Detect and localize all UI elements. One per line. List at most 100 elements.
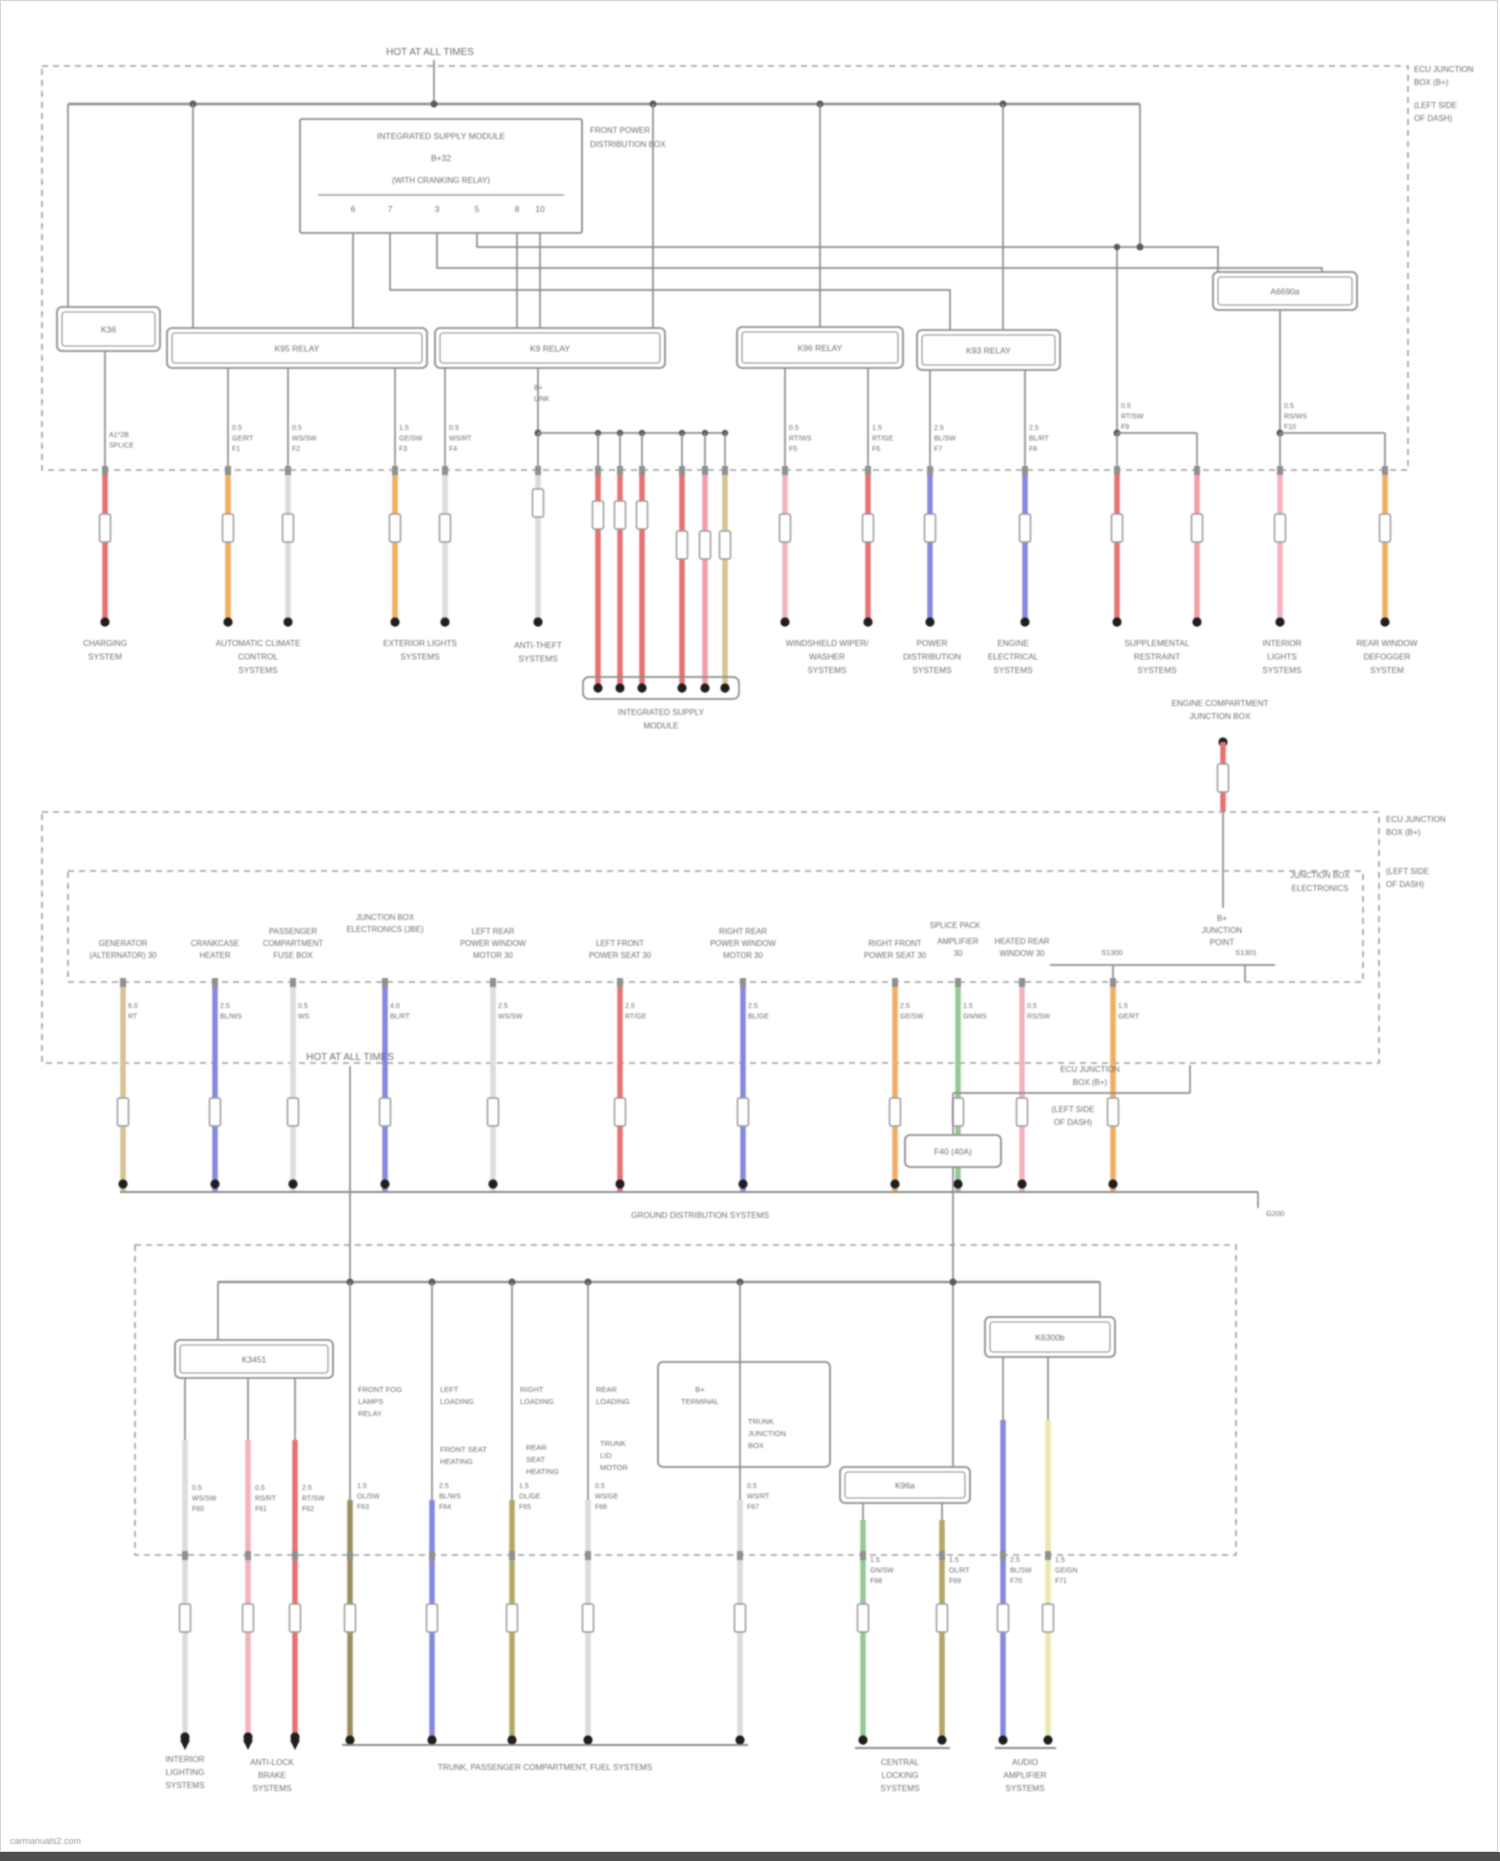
inline-connector <box>635 500 649 530</box>
ground-label: SYSTEMS <box>1137 666 1177 675</box>
ground-dot <box>283 617 293 627</box>
label: F69 <box>949 1578 961 1585</box>
inline-connector <box>996 1603 1010 1633</box>
inline-connector <box>613 1097 627 1127</box>
ground-label: AMPLIFIER <box>1003 1771 1046 1780</box>
pin-square <box>490 978 496 987</box>
label: OF DASH) <box>1386 880 1425 889</box>
inline-connector <box>675 530 689 560</box>
pin-square <box>860 1551 866 1560</box>
label: POWER SEAT 30 <box>864 951 927 960</box>
relay-box-f-inner <box>1217 276 1353 306</box>
label: 7 <box>388 204 393 214</box>
label: 2.5 <box>498 1003 508 1010</box>
label: RS/SW <box>1027 1014 1050 1021</box>
label: JUNCTION BOX <box>1290 871 1350 880</box>
relay-box-a <box>56 306 161 352</box>
ground-dot <box>440 617 450 627</box>
inline-connector <box>1041 1603 1055 1633</box>
ground-dot <box>858 1735 868 1745</box>
supply-module-busbar <box>582 676 740 700</box>
pin-square <box>509 1551 515 1560</box>
ground-dot <box>290 1732 300 1742</box>
relay-box-e-inner <box>921 334 1056 366</box>
junction-dot <box>1136 243 1144 251</box>
ground-dot <box>700 683 710 693</box>
label: RT/GE <box>625 1014 647 1021</box>
label: F7 <box>934 446 942 453</box>
label: 2.5 <box>220 1003 230 1010</box>
label: S1300 <box>1101 948 1123 957</box>
inline-connector <box>736 1097 750 1127</box>
label: WS/SW <box>498 1014 523 1021</box>
label: F4 <box>449 446 457 453</box>
label: 0.5 <box>449 425 459 432</box>
label: 10 <box>535 204 545 214</box>
ground-dot <box>1043 1735 1053 1745</box>
inline-connector <box>343 1603 357 1633</box>
inline-connector <box>1015 1097 1029 1127</box>
hot-label-bottom: HOT AT ALL TIMES <box>306 1052 394 1063</box>
label: HEATING <box>526 1467 559 1476</box>
label: 4.0 <box>390 1003 400 1010</box>
label: BL/WS <box>220 1014 242 1021</box>
ground-label: LIGHTING <box>166 1768 205 1777</box>
label: RT/WS <box>789 436 812 443</box>
ground-arrow <box>290 1740 300 1750</box>
ground-dot <box>100 617 110 627</box>
label: BL/GE <box>748 1014 769 1021</box>
pin-square <box>535 466 541 475</box>
inline-connector <box>288 1603 302 1633</box>
ground-dot <box>1275 617 1285 627</box>
label: F60 <box>192 1506 204 1513</box>
ground-label: MODULE <box>643 722 679 731</box>
label: LEFT <box>440 1385 459 1394</box>
label: F6 <box>872 446 880 453</box>
ground-label: BRAKE <box>258 1771 286 1780</box>
relay-box-a-label: K36 <box>101 325 116 335</box>
ground-label: SYSTEMS <box>165 1781 205 1790</box>
ground-label: SYSTEMS <box>993 666 1033 675</box>
label: (LEFT SIDE <box>1386 867 1429 876</box>
relay-box-e <box>916 329 1061 371</box>
label: BOX (B+) <box>1386 828 1421 837</box>
pin-square <box>702 466 708 475</box>
label: LINK <box>534 396 550 403</box>
relay-box-f-label: A6690a <box>1270 287 1300 297</box>
label: BL/RT <box>390 1014 410 1021</box>
label: 1.5 <box>519 1483 529 1490</box>
label: 5 <box>475 204 480 214</box>
label: (LEFT SIDE <box>1052 1105 1095 1114</box>
relay-box-f <box>1212 271 1358 311</box>
ground-dot <box>1017 1179 1027 1189</box>
label: F70 <box>1010 1578 1022 1585</box>
ground-arrow <box>180 1740 190 1750</box>
inline-connector <box>778 513 792 543</box>
ground-label: WASHER <box>809 653 845 662</box>
relay-box-c <box>434 327 666 369</box>
label: LEFT FRONT <box>596 939 644 948</box>
label: AMPLIFIER <box>937 937 979 946</box>
label: OF DASH) <box>1054 1118 1093 1127</box>
label: RT/SW <box>302 1496 325 1503</box>
inline-connector <box>581 1603 595 1633</box>
label: 30 <box>954 949 963 958</box>
inline-connector <box>486 1097 500 1127</box>
label: 0.5 <box>595 1483 605 1490</box>
ground-dot <box>118 1179 128 1189</box>
inline-connector <box>698 530 712 560</box>
ground-dot <box>637 683 647 693</box>
label: POWER WINDOW <box>460 939 526 948</box>
ground-label: ENGINE <box>997 639 1029 648</box>
footer-bar <box>0 1852 1500 1861</box>
pin-square <box>892 978 898 987</box>
ground-dot <box>390 617 400 627</box>
ground-label: ELECTRICAL <box>988 653 1039 662</box>
inline-connector <box>98 513 112 543</box>
label: INTEGRATED SUPPLY MODULE <box>377 131 505 141</box>
ground-dot <box>243 1732 253 1742</box>
ground-dot <box>615 1179 625 1189</box>
label: FUSE BOX <box>273 951 313 960</box>
